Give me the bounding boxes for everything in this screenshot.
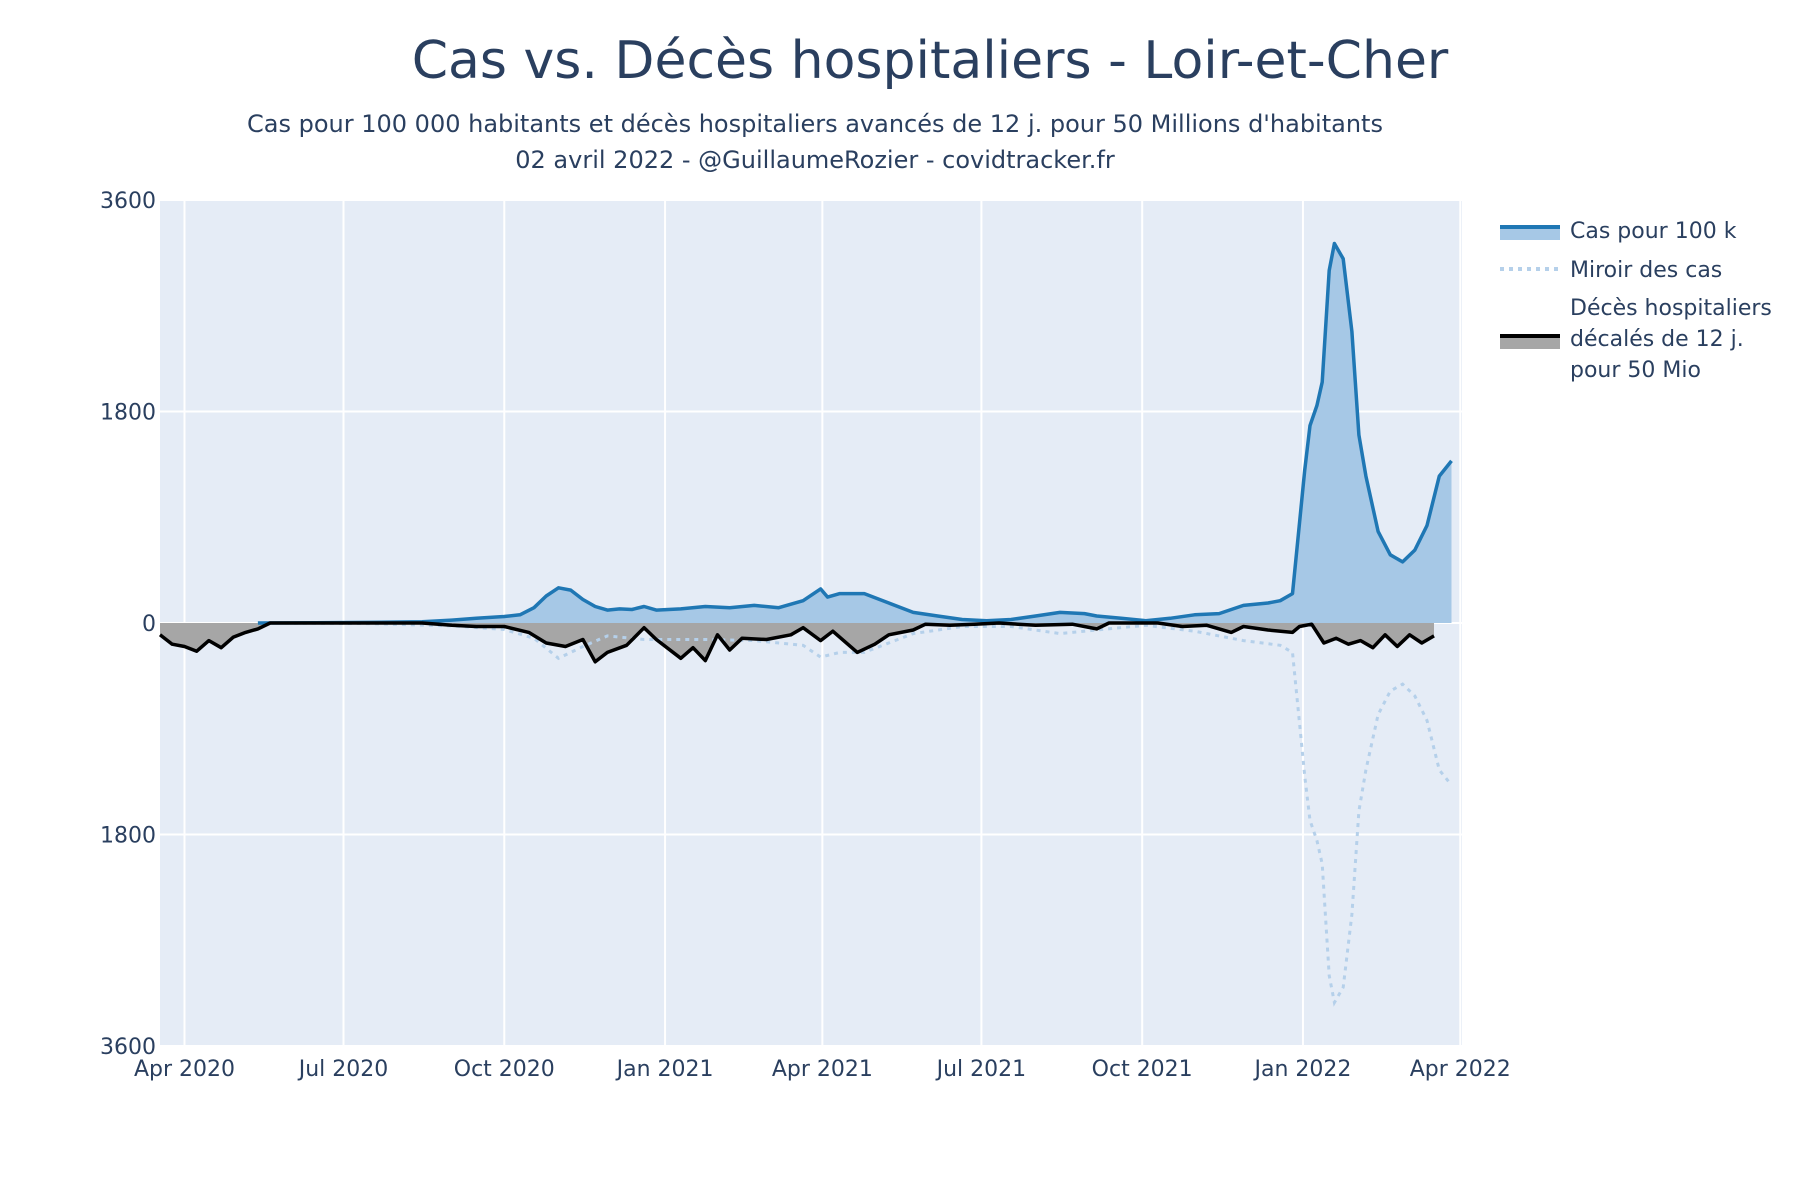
cases-area [257, 243, 1452, 623]
x-tick-label: Jan 2022 [1253, 1057, 1352, 1082]
legend-label-deaths-line1: Décès hospitaliers [1570, 296, 1772, 321]
legend-item-deaths[interactable]: Décès hospitaliers décalés de 12 j. pour… [1500, 296, 1772, 383]
y-tick-label: 0 [142, 612, 156, 637]
x-tick-label: Apr 2022 [1410, 1057, 1511, 1082]
axes: Apr 2020 Jul 2020 Oct 2020 Jan 2021 Apr 2021… [100, 189, 1511, 1082]
x-tick-label: Jul 2021 [935, 1057, 1027, 1082]
x-tick-label: Jan 2021 [615, 1057, 714, 1082]
cases-line [257, 241, 1453, 625]
legend: Cas pour 100 k Miroir des cas Décès hosp… [1500, 219, 1772, 383]
y-tick-label: 1800 [100, 824, 156, 849]
data-layer [158, 241, 1453, 1007]
x-tick-label: Oct 2021 [1092, 1057, 1193, 1082]
chart-subtitle-line2: 02 avril 2022 - @GuillaumeRozier - covid… [515, 146, 1115, 174]
x-tick-label: Jul 2020 [297, 1057, 389, 1082]
y-tick-label: 3600 [100, 1035, 156, 1060]
x-tick-label: Apr 2021 [772, 1057, 873, 1082]
legend-label-deaths-line3: pour 50 Mio [1570, 358, 1701, 383]
legend-item-mirror[interactable]: Miroir des cas [1500, 258, 1722, 283]
legend-swatch-cases-fill [1500, 228, 1560, 240]
y-tick-label: 1800 [100, 401, 156, 426]
mirror-line [257, 621, 1453, 1007]
legend-label-mirror: Miroir des cas [1570, 258, 1722, 283]
legend-item-cases[interactable]: Cas pour 100 k [1500, 219, 1737, 244]
legend-swatch-deaths-fill [1500, 337, 1560, 349]
deaths-line [158, 621, 1435, 664]
legend-label-cases: Cas pour 100 k [1570, 219, 1737, 244]
chart-title: Cas vs. Décès hospitaliers - Loir-et-Che… [412, 31, 1449, 91]
legend-label-deaths-line2: décalés de 12 j. [1570, 327, 1744, 352]
y-tick-label: 3600 [100, 189, 156, 214]
x-tick-label: Oct 2020 [454, 1057, 555, 1082]
x-tick-label: Apr 2020 [134, 1057, 235, 1082]
chart-subtitle-line1: Cas pour 100 000 habitants et décès hosp… [247, 110, 1383, 138]
